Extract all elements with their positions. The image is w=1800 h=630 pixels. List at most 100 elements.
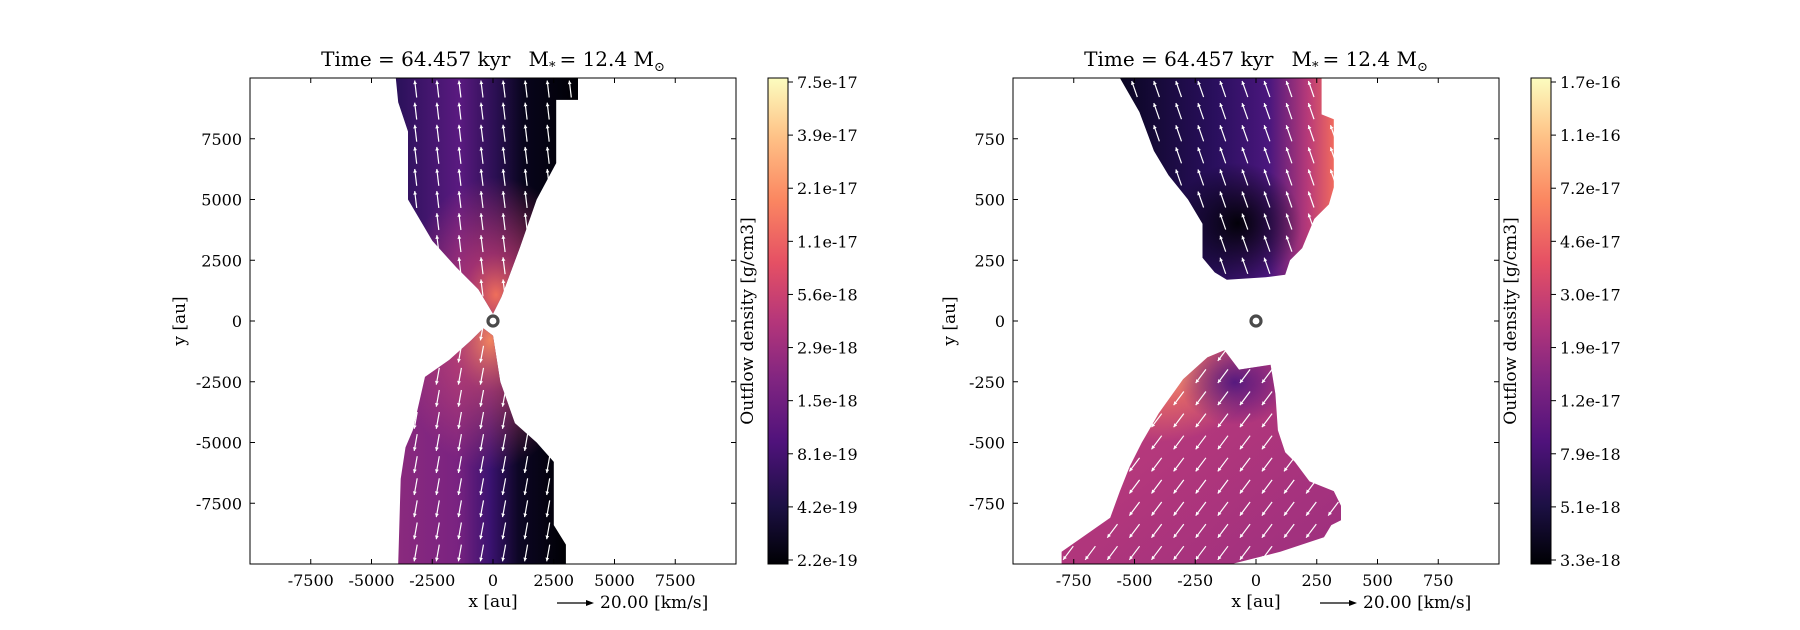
velocity-arrowhead [435, 535, 439, 540]
velocity-arrowhead [523, 80, 528, 85]
velocity-arrowhead [412, 447, 417, 451]
velocity-arrowhead [523, 169, 528, 173]
x-axis-label: x [au] [1231, 592, 1280, 612]
velocity-arrowhead [1239, 533, 1244, 538]
velocity-arrowhead [523, 191, 528, 195]
velocity-arrowhead [501, 191, 506, 195]
velocity-arrowhead [479, 447, 483, 451]
velocity-arrowhead [412, 513, 417, 518]
velocity-arrowhead [435, 491, 439, 495]
velocity-arrowhead [1219, 81, 1223, 85]
velocity-arrowhead [1195, 401, 1200, 406]
plot-title: Time = 64.457 kyr M* = 12.4 M⊙ [321, 47, 665, 75]
x-tick-label: -250 [1177, 571, 1213, 590]
y-axis-label: y [au] [940, 296, 960, 346]
outflow-lobe-south [398, 328, 566, 564]
velocity-arrowhead [1261, 445, 1266, 450]
velocity-arrowhead [1285, 125, 1290, 130]
colorbar-tick-label: 3.3e-18 [1560, 551, 1621, 570]
velocity-arrowhead [501, 535, 505, 540]
velocity-arrowhead [435, 557, 439, 562]
velocity-arrowhead [457, 513, 461, 518]
velocity-arrowhead [545, 146, 550, 151]
velocity-arrowhead [1285, 191, 1290, 196]
velocity-arrowhead [479, 169, 484, 173]
velocity-arrowhead [1329, 169, 1334, 174]
velocity-arrowhead [1261, 423, 1266, 428]
velocity-arrowhead [457, 425, 461, 429]
velocity-arrowhead [501, 425, 505, 429]
velocity-arrowhead [1173, 511, 1178, 516]
velocity-arrowhead [457, 146, 462, 151]
velocity-arrowhead [1153, 103, 1157, 108]
velocity-arrowhead [545, 557, 550, 562]
velocity-arrowhead [1217, 379, 1222, 383]
velocity-arrowhead [501, 447, 505, 451]
panel-2: -750 -500 -250 0 250 500 750 750 500 250 0 -250 -50… [940, 47, 1621, 613]
velocity-arrowhead [1307, 191, 1312, 196]
velocity-arrowhead [412, 469, 417, 473]
velocity-arrowhead [1173, 445, 1178, 450]
velocity-arrowhead [1263, 81, 1268, 85]
velocity-arrowhead [1241, 147, 1246, 152]
velocity-arrowhead [1217, 467, 1222, 472]
velocity-arrowhead [1261, 511, 1266, 516]
velocity-arrowhead [1219, 191, 1223, 196]
velocity-arrowhead [545, 469, 550, 473]
velocity-arrowhead [1263, 257, 1268, 262]
outflow-lobe-south [1061, 350, 1341, 564]
velocity-arrowhead [545, 169, 550, 173]
velocity-arrowhead [1175, 81, 1179, 85]
velocity-arrowhead [1129, 555, 1133, 560]
y-tick-label: 500 [974, 191, 1005, 210]
velocity-arrowhead [1195, 423, 1200, 428]
velocity-arrowhead [413, 191, 417, 195]
y-tick-label: 5000 [201, 191, 242, 210]
velocity-arrowhead [1151, 423, 1156, 428]
velocity-arrowhead [1173, 467, 1178, 472]
velocity-arrowhead [435, 469, 439, 473]
velocity-arrowhead [1285, 169, 1290, 174]
velocity-arrowhead [479, 535, 483, 540]
x-tick-label: 2500 [533, 571, 574, 590]
x-tick-label: -500 [1117, 571, 1153, 590]
velocity-arrowhead [479, 124, 484, 129]
velocity-arrowhead [435, 235, 440, 239]
velocity-arrowhead [435, 191, 440, 195]
outflow-lobe-north [395, 78, 578, 314]
velocity-arrowhead [457, 557, 461, 562]
velocity-arrowhead [1217, 423, 1222, 428]
velocity-arrowhead [1284, 533, 1288, 538]
velocity-arrowhead [1151, 467, 1156, 472]
velocity-arrows-panel-2 [1062, 80, 1339, 561]
velocity-arrowhead [1219, 169, 1223, 174]
velocity-arrowhead [1195, 533, 1200, 538]
velocity-arrowhead [479, 213, 484, 217]
velocity-arrowhead [1261, 533, 1266, 538]
velocity-arrowhead [1284, 467, 1288, 472]
quiver-key-arrowhead [1349, 600, 1357, 606]
velocity-arrowhead [1241, 235, 1246, 240]
velocity-arrowhead [1306, 511, 1310, 516]
velocity-arrowhead [435, 402, 439, 407]
velocity-arrowhead [1217, 533, 1222, 538]
colorbar-tick-label: 8.1e-19 [797, 445, 858, 464]
velocity-arrowhead [412, 535, 417, 540]
velocity-arrowhead [435, 124, 440, 129]
velocity-arrowhead [413, 80, 417, 85]
velocity-arrowhead [1217, 511, 1222, 516]
velocity-arrowhead [1307, 103, 1312, 108]
velocity-arrowhead [412, 557, 417, 562]
colorbar-tick-label: 1.9e-17 [1560, 339, 1621, 358]
x-tick-label: -750 [1056, 571, 1092, 590]
y-tick-label: -7500 [196, 494, 242, 513]
velocity-arrowhead [1263, 169, 1268, 174]
velocity-arrowhead [1217, 555, 1222, 560]
velocity-arrowhead [457, 235, 462, 239]
velocity-arrowhead [523, 535, 528, 540]
colorbar-tick-label: 2.1e-17 [797, 179, 858, 198]
velocity-arrowhead [479, 358, 483, 363]
velocity-arrowhead [501, 102, 506, 107]
velocity-arrowhead [457, 358, 461, 363]
